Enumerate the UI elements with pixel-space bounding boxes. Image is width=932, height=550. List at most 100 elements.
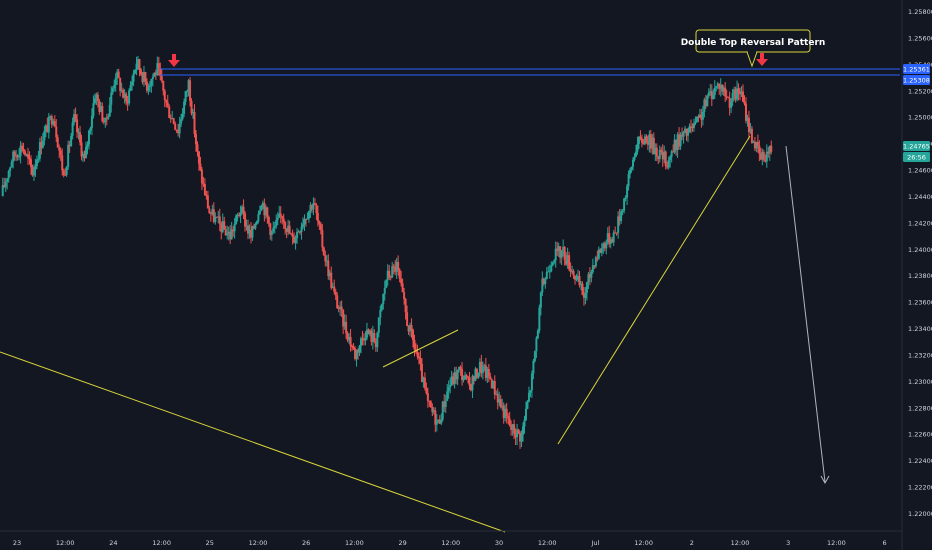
candle — [263, 198, 266, 222]
price-label: 1.25361 — [903, 64, 930, 74]
candle — [469, 383, 472, 392]
candle — [426, 387, 429, 408]
y-tick-label: 1.25800 — [908, 8, 932, 16]
candle — [12, 150, 15, 169]
candle — [242, 199, 245, 220]
svg-text:1.25361: 1.25361 — [903, 66, 930, 74]
candle — [643, 134, 646, 146]
candle — [217, 210, 220, 224]
rising-trendline[interactable] — [557, 135, 751, 445]
candle — [346, 331, 349, 343]
candle — [603, 241, 606, 252]
candle — [618, 209, 621, 226]
annotation-callout[interactable]: Double Top Reversal Pattern — [681, 29, 826, 68]
candle — [293, 232, 296, 244]
candle — [117, 68, 120, 79]
candle — [609, 236, 612, 249]
candle — [258, 205, 261, 215]
candle — [319, 222, 322, 235]
candle — [551, 261, 554, 267]
candle — [257, 210, 260, 224]
candle — [134, 69, 137, 75]
candle — [612, 230, 615, 247]
candle — [102, 117, 105, 125]
candle — [559, 246, 562, 264]
long-trendline[interactable] — [0, 351, 506, 533]
candle — [98, 98, 101, 115]
candle — [410, 318, 413, 338]
candle — [446, 384, 449, 402]
candle — [4, 178, 7, 192]
candle — [249, 222, 252, 244]
candle — [325, 255, 328, 267]
candle — [652, 132, 655, 155]
candle — [160, 68, 163, 83]
candle — [202, 176, 205, 187]
candle — [71, 117, 74, 140]
candle — [209, 211, 212, 222]
candle — [318, 220, 321, 230]
candle — [660, 146, 663, 156]
candle — [731, 88, 734, 107]
candle — [529, 390, 532, 398]
candle — [596, 250, 599, 262]
y-tick-label: 1.25200 — [908, 87, 932, 95]
candle — [629, 167, 632, 179]
candle — [764, 154, 767, 163]
candle — [749, 122, 752, 134]
candle — [105, 113, 108, 126]
candle — [208, 205, 211, 214]
candle — [431, 403, 434, 417]
candle — [267, 215, 270, 227]
candle — [493, 375, 496, 400]
y-tick-label: 1.23800 — [908, 272, 932, 280]
candle — [566, 247, 569, 269]
candle — [300, 222, 303, 240]
candle — [200, 167, 203, 191]
candle — [467, 375, 470, 384]
candle — [373, 329, 376, 344]
candle — [29, 155, 32, 175]
candle — [163, 88, 166, 108]
candle — [19, 141, 22, 164]
candle — [383, 280, 386, 301]
candle — [736, 80, 739, 102]
candle — [166, 94, 169, 109]
candle — [95, 92, 98, 106]
drawing-layer[interactable]: Double Top Reversal Pattern — [0, 29, 900, 533]
candle — [524, 401, 527, 421]
candle — [397, 255, 400, 276]
candle — [56, 134, 59, 148]
candle — [297, 229, 300, 233]
x-tick-label: 12:00 — [152, 539, 171, 547]
candle — [581, 281, 584, 296]
candle — [743, 95, 746, 106]
candle — [655, 143, 658, 162]
candle — [183, 98, 186, 118]
x-axis[interactable]: 23 12:00 24 12:00 25 12:00 26 12:00 29 12:00 30 12:… — [0, 530, 902, 547]
candle — [365, 322, 368, 341]
candle — [278, 205, 281, 219]
candle — [621, 209, 624, 216]
y-tick-label: 1.22200 — [908, 484, 932, 492]
candle — [147, 83, 150, 95]
candle — [364, 331, 367, 346]
candle — [190, 98, 193, 116]
candle — [557, 242, 560, 257]
candle — [676, 132, 679, 158]
trendline-29[interactable] — [382, 329, 459, 368]
candle — [379, 305, 382, 326]
candle — [661, 144, 664, 167]
candle — [441, 400, 444, 422]
candle — [742, 84, 745, 103]
projection-line[interactable] — [785, 145, 826, 483]
candle — [478, 358, 481, 377]
candle — [206, 190, 209, 209]
candle — [27, 147, 30, 165]
candle — [587, 271, 590, 290]
candle — [669, 155, 672, 168]
y-tick-label: 1.24200 — [908, 219, 932, 227]
candle — [358, 344, 361, 356]
candle — [513, 419, 516, 440]
